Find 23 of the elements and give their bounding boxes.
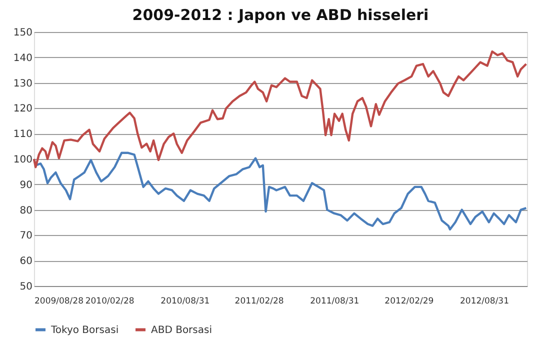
y-tick-label: 150: [13, 28, 32, 38]
y-tick-label: 90: [20, 180, 32, 191]
y-tick-label: 50: [20, 282, 32, 292]
x-tick-label: 2010/08/31: [160, 296, 210, 306]
y-tick-label: 140: [13, 52, 32, 64]
y-tick-label: 110: [13, 129, 32, 140]
y-tick-label: 60: [20, 256, 32, 268]
y-tick-label: 130: [13, 78, 32, 90]
y-tick-label: 70: [20, 230, 32, 242]
x-tick-label: 2011/08/31: [310, 296, 360, 306]
chart-title: 2009-2012 : Japon ve ABD hisseleri: [132, 6, 429, 24]
x-tick-label: 2009/08/28: [34, 296, 84, 306]
x-tick-label: 2012/08/31: [460, 296, 510, 306]
legend-label: ABD Borsasi: [151, 324, 212, 336]
line-series: [32, 152, 528, 230]
x-tick-label: 2012/02/29: [384, 296, 434, 306]
y-tick-label: 120: [13, 104, 32, 115]
y-tick-label: 80: [20, 205, 32, 216]
x-tick-label: 2010/02/28: [85, 296, 134, 306]
line-series: [32, 50, 528, 168]
legend-label: Tokyo Borsasi: [50, 324, 119, 336]
x-tick-label: 2011/02/28: [234, 296, 284, 306]
y-tick-label: 100: [13, 154, 32, 166]
